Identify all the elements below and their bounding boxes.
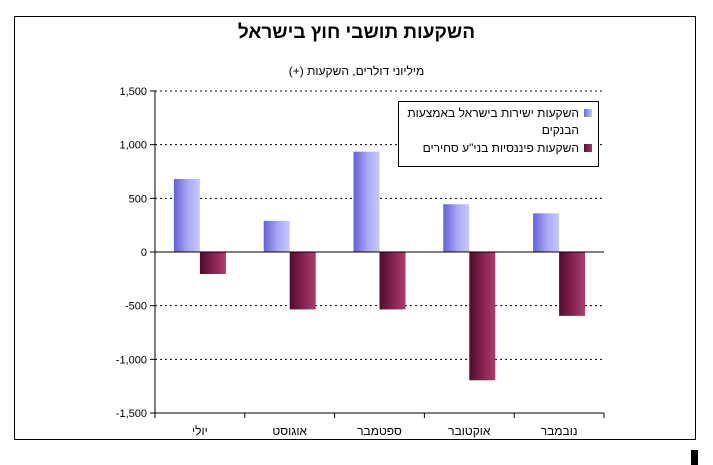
y-tick-label: 500 xyxy=(129,193,147,205)
axes xyxy=(150,90,605,418)
bar-series-2 xyxy=(559,252,586,316)
chart-title: השקעות תושבי חוץ בישראל xyxy=(237,22,476,43)
bar-series-1 xyxy=(263,220,290,252)
bar-series-1 xyxy=(353,151,380,252)
bar-series-1 xyxy=(533,213,560,252)
x-tick-label: אוקטובר xyxy=(448,424,491,438)
bar-series-2 xyxy=(199,252,226,275)
x-tick-label: יולי xyxy=(192,424,208,438)
bar-series-1 xyxy=(173,179,200,252)
y-tick-label: -1,500 xyxy=(116,408,147,420)
legend-label-series-2: השקעות פיננסיות בני"ע סחירים xyxy=(422,141,579,155)
y-tick-label: -1,000 xyxy=(116,354,147,366)
y-tick-label: 1,000 xyxy=(119,140,147,152)
y-tick-labels: -1,500 -1,000 -500 0 500 1,000 1,500 xyxy=(116,86,147,420)
legend-label-series-1: השקעות ישירות בישראל באמצעות הבנקים xyxy=(407,106,579,137)
bar-series-1 xyxy=(443,204,470,252)
x-tick-label: ספטמבר xyxy=(357,424,402,438)
chart-subtitle: מיליוני דולרים, השקעות (+) xyxy=(288,64,425,78)
y-tick-label: 1,500 xyxy=(119,86,147,98)
y-tick-label: 0 xyxy=(141,247,147,259)
bars xyxy=(173,151,586,381)
bar-series-2 xyxy=(289,252,316,310)
y-tick-label: -500 xyxy=(125,301,147,313)
chart-legend: השקעות ישירות בישראל באמצעות הבנקים השקע… xyxy=(398,101,599,167)
legend-swatch-series-2 xyxy=(584,144,592,152)
legend-swatch-series-1 xyxy=(584,109,592,117)
x-tick-label: אוגוסט xyxy=(272,424,307,438)
black-mark xyxy=(691,450,698,465)
x-tick-label: נובמבר xyxy=(541,424,578,438)
legend-item-series-1: השקעות ישירות בישראל באמצעות הבנקים xyxy=(403,105,592,139)
bar-series-2 xyxy=(469,252,496,381)
legend-item-series-2: השקעות פיננסיות בני"ע סחירים xyxy=(403,140,592,157)
x-tick-labels: יולי אוגוסט ספטמבר אוקטובר נובמבר xyxy=(192,424,577,438)
bar-series-2 xyxy=(379,252,406,310)
